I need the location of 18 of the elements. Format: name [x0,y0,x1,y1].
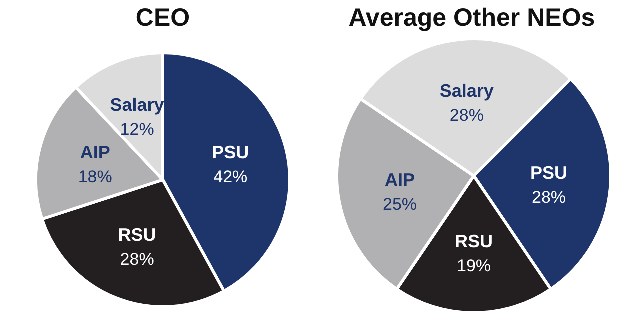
chart-title: Average Other NEOs [348,4,596,32]
data-label: 42% [214,168,248,187]
data-label: 28% [532,188,566,208]
data-label: 28% [450,106,484,125]
slice-label: Salary [110,95,164,116]
chart-title: CEO [136,4,190,32]
slice-label: Salary [440,80,494,101]
slice-label: RSU [454,231,494,252]
data-label: 12% [120,120,154,140]
data-label: 18% [78,168,112,187]
slice-label: PSU [212,142,250,163]
slice-label: PSU [530,163,568,184]
data-label: 28% [120,250,154,269]
slice-label: AIP [80,142,110,163]
data-label: 19% [456,256,492,276]
data-label: 25% [382,195,417,214]
slice-label: AIP [384,170,415,190]
slice-label: RSU [118,224,156,245]
